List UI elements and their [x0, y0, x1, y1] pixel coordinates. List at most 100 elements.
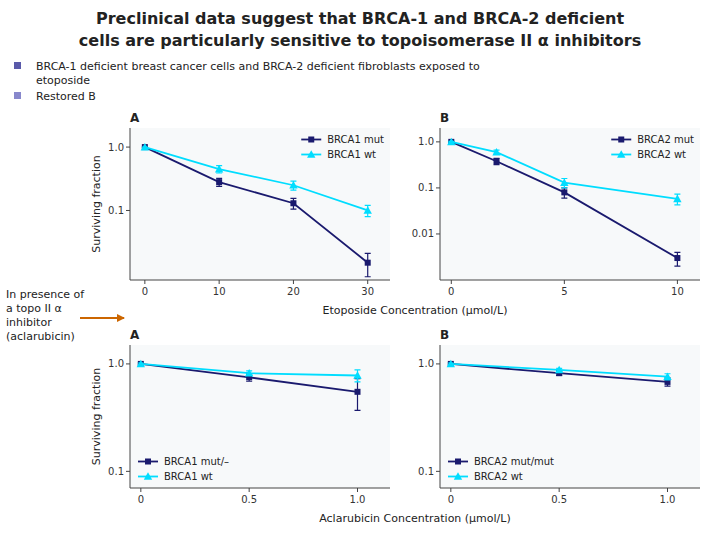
y-tick — [126, 471, 130, 472]
legend-marker — [145, 459, 151, 465]
plot-area — [130, 345, 390, 488]
x-tick-label: 5 — [561, 286, 567, 297]
legend-entry: BRCA2 wt — [474, 471, 523, 482]
panel-title: B — [440, 328, 449, 342]
x-tick-label: 1.0 — [660, 494, 676, 505]
bullet-text: etoposide — [36, 74, 90, 87]
x-tick — [367, 280, 368, 284]
data-point — [215, 165, 223, 173]
error-bar — [365, 253, 371, 276]
y-tick-label: 1.0 — [418, 358, 434, 369]
y-tick — [126, 147, 130, 148]
y-tick — [126, 363, 130, 364]
x-tick — [667, 488, 668, 492]
y-tick-label: 0.1 — [418, 466, 434, 477]
plot-area — [130, 128, 390, 280]
bullet-text: Restored B — [36, 90, 96, 103]
data-point — [673, 195, 681, 203]
legend: BRCA2 mut/mut BRCA2 wt — [448, 456, 554, 482]
data-point — [137, 360, 145, 368]
title: cells are particularly sensitive to topo… — [79, 31, 641, 50]
legend-marker — [455, 459, 461, 465]
y-tick — [126, 210, 130, 211]
data-point — [245, 369, 253, 377]
annotation: In presence ofa topo II αinhibitor(aclar… — [6, 288, 85, 343]
series-line — [451, 364, 668, 377]
panel-title: A — [130, 328, 140, 342]
x-tick-label: 0.5 — [551, 494, 567, 505]
panel: 0.1 1.0 0 0.5 1.0 B BRCA2 mut/mut BRCA2 wt — [418, 328, 700, 505]
y-axis-label: Surviving fraction — [90, 368, 103, 465]
legend: BRCA1 mut/– BRCA1 wt — [138, 456, 229, 482]
data-layer — [137, 360, 362, 411]
data-point — [561, 189, 567, 195]
y-tick-label: 1.0 — [108, 142, 124, 153]
x-axis-line — [440, 488, 700, 489]
legend-entry: BRCA2 mut — [637, 134, 694, 145]
bullet-square — [14, 92, 21, 99]
x-tick — [450, 488, 451, 492]
data-point — [494, 158, 500, 164]
x-tick — [293, 280, 294, 284]
y-tick — [436, 363, 440, 364]
data-point — [141, 143, 149, 151]
title: Preclinical data suggest that BRCA-1 and… — [96, 9, 624, 28]
y-axis-line — [130, 128, 131, 280]
error-bar — [355, 379, 361, 411]
x-tick — [451, 280, 452, 284]
data-layer — [447, 360, 672, 387]
x-tick-label: 0 — [448, 494, 454, 505]
y-tick — [436, 187, 440, 188]
x-tick-label: 30 — [361, 286, 374, 297]
x-tick-label: 10 — [671, 286, 684, 297]
x-tick-label: 20 — [287, 286, 300, 297]
annotation-line: a topo II α — [6, 302, 62, 315]
x-tick-label: 0 — [142, 286, 148, 297]
legend: BRCA1 mutBRCA1 wt — [301, 134, 384, 160]
legend-entry: BRCA1 mut — [327, 134, 384, 145]
x-tick — [559, 488, 560, 492]
data-point — [560, 178, 568, 186]
x-tick-label: 1.0 — [350, 494, 366, 505]
error-bar — [561, 188, 567, 198]
arrow — [80, 317, 124, 319]
legend-entry: BRCA1 wt — [164, 471, 213, 482]
y-tick — [436, 141, 440, 142]
y-tick-label: 0.1 — [418, 182, 434, 193]
bullet-square — [14, 62, 21, 69]
data-point — [674, 255, 680, 261]
x-tick — [249, 488, 250, 492]
error-bar — [674, 252, 680, 266]
x-tick — [677, 280, 678, 284]
annotation-line: inhibitor — [6, 316, 52, 329]
x-axis-label: Etoposide Concentration (μmol/L) — [323, 304, 508, 317]
x-tick — [219, 280, 220, 284]
data-point — [353, 371, 361, 379]
x-tick — [564, 280, 565, 284]
y-axis-line — [440, 128, 441, 280]
data-layer — [141, 143, 372, 277]
data-point — [492, 148, 500, 156]
y-tick-label: 0.1 — [108, 466, 124, 477]
legend-marker — [618, 137, 624, 143]
series-line — [451, 364, 668, 382]
x-axis-line — [130, 280, 390, 281]
data-point — [555, 366, 563, 374]
legend-marker — [617, 150, 625, 158]
data-point — [365, 260, 371, 266]
x-tick-label: 0 — [138, 494, 144, 505]
data-point — [216, 179, 222, 185]
y-tick — [436, 471, 440, 472]
plot-area — [440, 345, 700, 488]
chart: Preclinical data suggest that BRCA-1 and… — [0, 0, 720, 540]
legend-entry: BRCA2 mut/mut — [474, 456, 554, 467]
y-tick-label: 0.01 — [412, 228, 434, 239]
y-tick-label: 0.1 — [108, 205, 124, 216]
x-tick-label: 10 — [213, 286, 226, 297]
y-tick — [436, 233, 440, 234]
error-bar — [216, 178, 222, 186]
data-point — [364, 206, 372, 214]
legend-entry: BRCA1 mut/– — [164, 456, 229, 467]
data-point — [447, 360, 455, 368]
error-bar — [494, 158, 500, 164]
